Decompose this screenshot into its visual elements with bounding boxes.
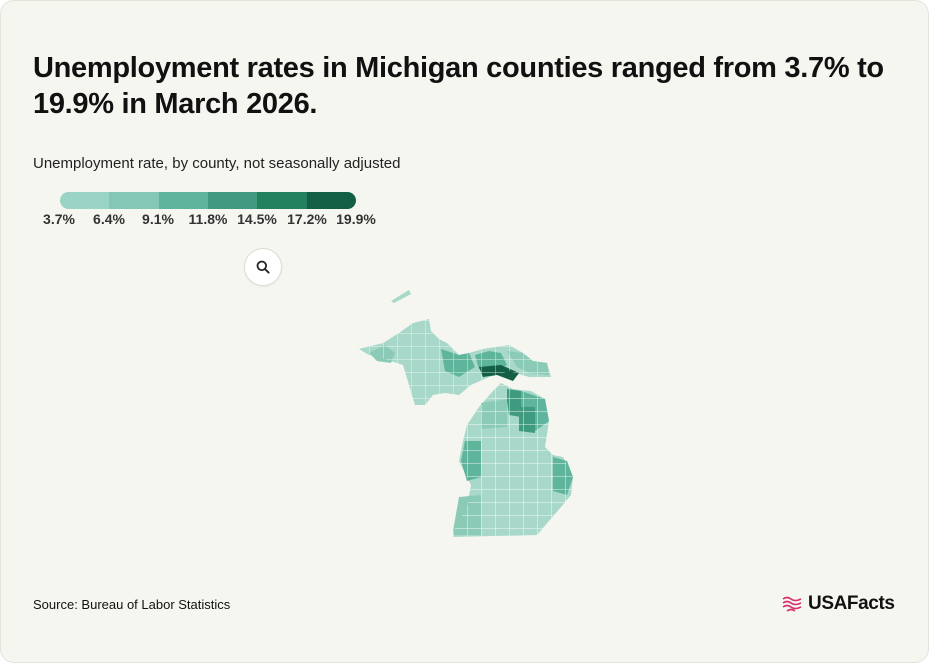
legend-label: 17.2% [287,211,327,227]
chart-title: Unemployment rates in Michigan counties … [33,52,884,120]
legend-label: 11.8% [188,211,228,227]
legend-swatch [306,192,356,209]
chart-subtitle: Unemployment rate, by county, not season… [33,155,401,172]
legend-label: 6.4% [93,211,125,227]
usafacts-flag-icon [782,596,802,612]
legend-label: 14.5% [237,211,277,227]
brand-logo[interactable]: USAFacts [781,593,895,615]
legend-swatch [109,192,159,209]
legend-swatch [60,192,110,209]
search-icon [256,260,270,274]
legend-label: 9.1% [142,211,174,227]
michigan-county-map[interactable] [341,281,601,546]
legend-label: 3.7% [43,211,75,227]
isle-royale[interactable] [391,290,411,303]
legend-labels: 3.7% 6.4% 9.1% 11.8% 14.5% 17.2% 19.9% [1,211,421,231]
brand-name: USAFacts [808,593,895,614]
legend-swatch [207,192,258,209]
legend-swatch [257,192,307,209]
legend-swatch [158,192,208,209]
legend-label: 19.9% [336,211,376,227]
source-note: Source: Bureau of Labor Statistics [33,597,231,612]
zoom-button[interactable] [244,248,282,286]
color-legend-bar [60,192,356,209]
